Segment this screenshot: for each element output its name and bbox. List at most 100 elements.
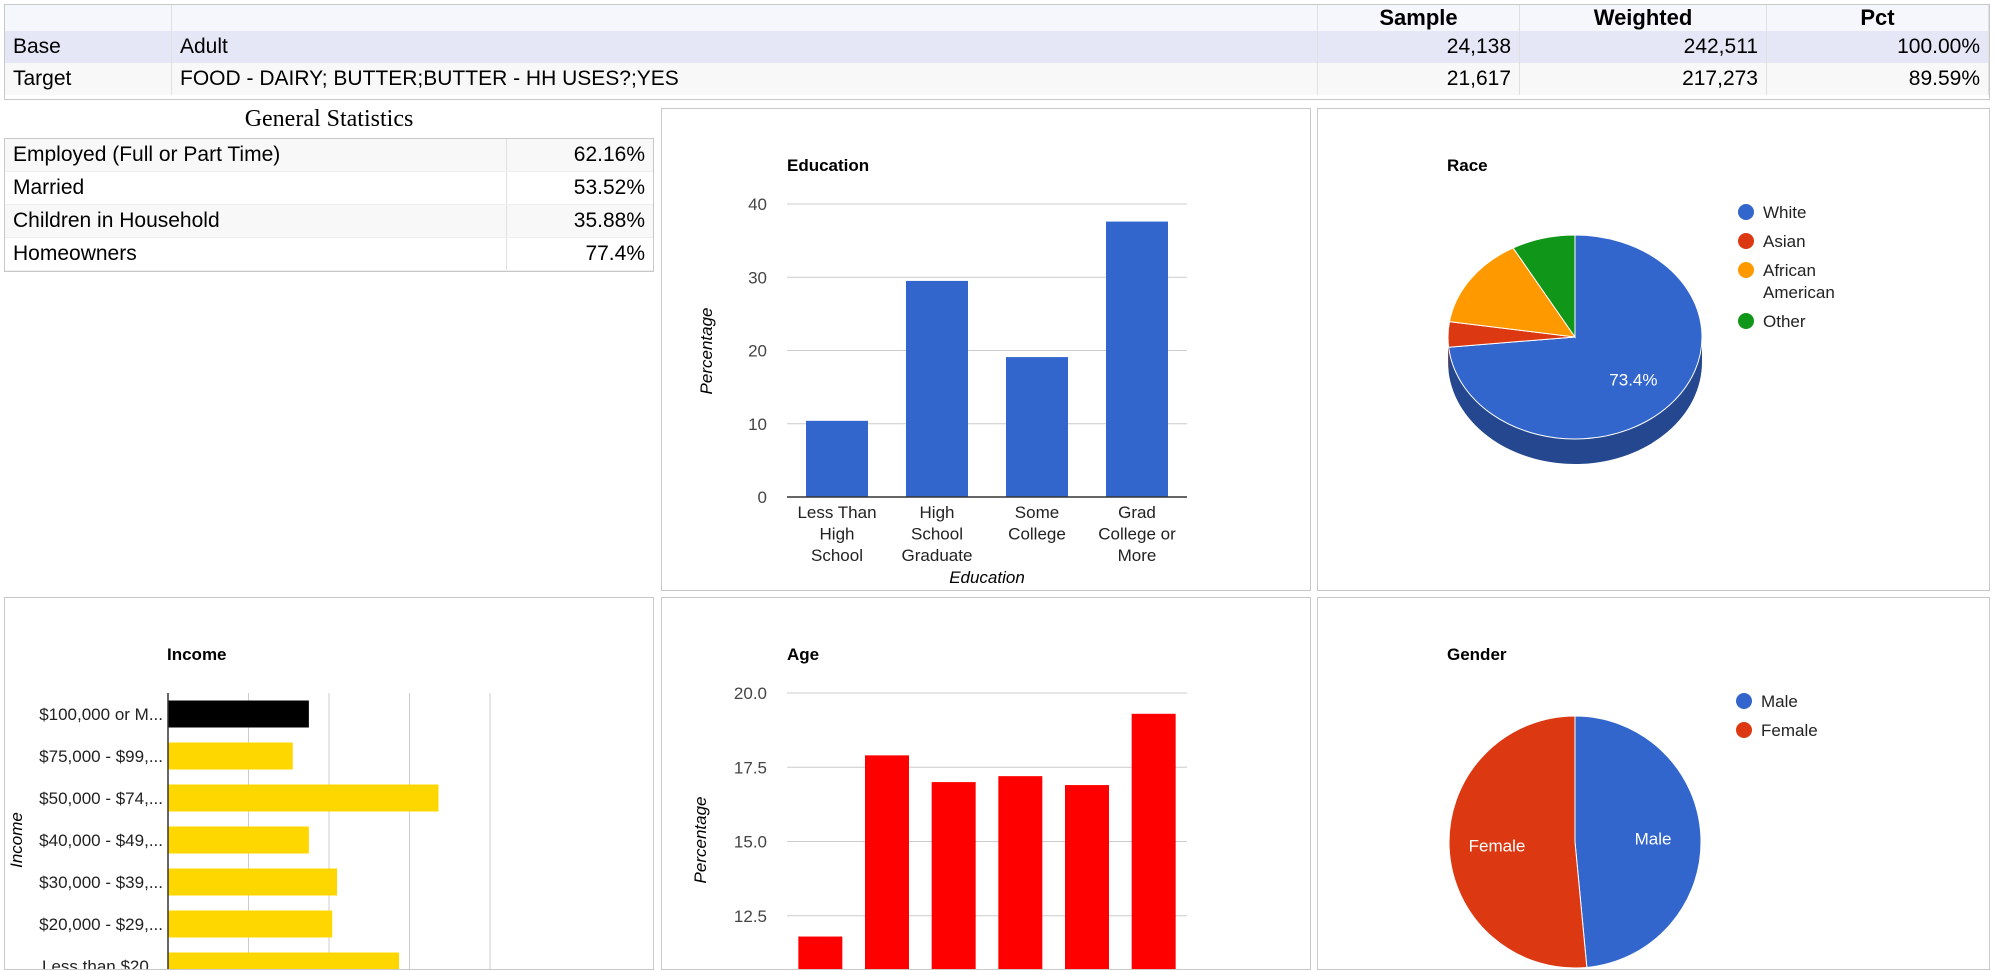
row-label: Target bbox=[5, 63, 172, 95]
x-tick-label: High bbox=[920, 503, 955, 522]
y-tick-label: 20 bbox=[748, 342, 767, 361]
legend-label: Asian bbox=[1763, 232, 1806, 251]
y-tick-label: 15.0 bbox=[734, 833, 767, 852]
chart-title: Age bbox=[787, 645, 819, 664]
bar bbox=[168, 742, 293, 770]
legend-marker bbox=[1738, 313, 1754, 329]
table-row: Target FOOD - DAIRY; BUTTER;BUTTER - HH … bbox=[5, 63, 1989, 95]
y-tick-label: Less than $20... bbox=[42, 957, 163, 970]
summary-table: Sample Weighted Pct Base Adult 24,138 24… bbox=[4, 4, 1990, 100]
header-desc bbox=[171, 5, 1318, 31]
y-tick-label: 20.0 bbox=[734, 684, 767, 703]
y-tick-label: 40 bbox=[748, 195, 767, 214]
y-tick-label: $50,000 - $74,... bbox=[39, 789, 163, 808]
header-weighted: Weighted bbox=[1519, 5, 1767, 31]
bar bbox=[168, 868, 338, 896]
legend-label: Female bbox=[1761, 721, 1818, 740]
y-tick-label: $20,000 - $29,... bbox=[39, 915, 163, 934]
table-row: Children in Household 35.88% bbox=[5, 204, 653, 238]
legend-marker bbox=[1738, 233, 1754, 249]
stat-label: Homeowners bbox=[5, 237, 507, 271]
legend-label: Male bbox=[1761, 692, 1798, 711]
header-pct: Pct bbox=[1766, 5, 1989, 31]
y-tick-label: 12.5 bbox=[734, 907, 767, 926]
row-sample: 24,138 bbox=[1317, 31, 1520, 63]
age-chart-panel: Age 12.5 15.0 17.5 20.0 Percentage bbox=[661, 597, 1311, 970]
y-axis-label: Income bbox=[7, 812, 26, 868]
bar bbox=[1065, 785, 1109, 969]
table-row: Employed (Full or Part Time) 62.16% bbox=[5, 139, 653, 172]
y-axis-label: Percentage bbox=[697, 308, 716, 395]
y-tick-label: 0 bbox=[758, 488, 767, 507]
chart-title: Gender bbox=[1447, 645, 1507, 664]
bar bbox=[1106, 221, 1168, 497]
pie-slice bbox=[1448, 247, 1577, 338]
y-tick-label: $30,000 - $39,... bbox=[39, 873, 163, 892]
legend-marker bbox=[1738, 262, 1754, 278]
x-tick-label: School bbox=[911, 525, 963, 544]
income-chart: Income $100,000 or M... $75,000 - $99,... $… bbox=[7, 645, 491, 970]
x-axis-label: Education bbox=[949, 568, 1025, 587]
stat-label: Married bbox=[5, 171, 507, 205]
income-chart-panel: Income $100,000 or M... $75,000 - $99,... $… bbox=[4, 597, 654, 970]
bar bbox=[906, 280, 968, 497]
stat-value: 35.88% bbox=[506, 204, 653, 238]
chart-title: Education bbox=[787, 156, 869, 175]
y-tick-label: $100,000 or M... bbox=[39, 705, 163, 724]
gender-chart: Gender Male Female Male Female bbox=[1447, 645, 1818, 969]
stat-label: Children in Household bbox=[5, 204, 507, 238]
bar bbox=[1006, 357, 1068, 497]
stat-value: 77.4% bbox=[506, 237, 653, 271]
age-chart: Age 12.5 15.0 17.5 20.0 Percentage bbox=[691, 645, 1187, 969]
row-weighted: 217,273 bbox=[1519, 63, 1767, 95]
y-axis-label: Percentage bbox=[691, 797, 710, 884]
header-sample: Sample bbox=[1317, 5, 1520, 31]
x-tick-label: College or bbox=[1098, 525, 1176, 544]
x-tick-label: More bbox=[1118, 546, 1157, 565]
y-tick-label: 30 bbox=[748, 268, 767, 287]
legend-label: White bbox=[1763, 203, 1806, 222]
stat-value: 53.52% bbox=[506, 171, 653, 205]
table-row: Married 53.52% bbox=[5, 171, 653, 205]
bar bbox=[168, 952, 400, 969]
bar bbox=[865, 755, 909, 969]
y-tick-label: $40,000 - $49,... bbox=[39, 831, 163, 850]
pie-slice bbox=[1574, 715, 1702, 968]
x-tick-label: Some bbox=[1015, 503, 1059, 522]
bar bbox=[931, 782, 976, 969]
education-chart: Education 0 10 20 30 40 Less Than High School Hig… bbox=[697, 156, 1187, 587]
row-weighted: 242,511 bbox=[1519, 31, 1767, 63]
pie-slice-side bbox=[1448, 337, 1702, 464]
chart-title: Race bbox=[1447, 156, 1488, 175]
legend-marker bbox=[1736, 693, 1752, 709]
y-tick-label: $75,000 - $99,... bbox=[39, 747, 163, 766]
legend-label: African bbox=[1763, 261, 1816, 280]
row-label: Base bbox=[5, 31, 172, 63]
race-chart: Race 73.4% White Asian African American Other bbox=[1447, 156, 1835, 464]
slice-label: Male bbox=[1635, 829, 1672, 848]
pie-slice bbox=[1512, 234, 1576, 339]
row-pct: 100.00% bbox=[1766, 31, 1989, 63]
x-tick-label: Less Than bbox=[797, 503, 876, 522]
stat-value: 62.16% bbox=[506, 139, 653, 172]
row-desc: FOOD - DAIRY; BUTTER;BUTTER - HH USES?;Y… bbox=[171, 63, 1318, 95]
row-desc: Adult bbox=[171, 31, 1318, 63]
slice-label: Female bbox=[1469, 837, 1526, 856]
legend-label: Other bbox=[1763, 312, 1806, 331]
y-tick-label: 17.5 bbox=[734, 758, 767, 777]
row-pct: 89.59% bbox=[1766, 63, 1989, 95]
slice-label: 73.4% bbox=[1609, 370, 1657, 389]
x-tick-label: College bbox=[1008, 525, 1066, 544]
bar bbox=[168, 700, 309, 728]
education-chart-panel: Education 0 10 20 30 40 Less Than High School Hig… bbox=[661, 108, 1311, 591]
bar bbox=[798, 936, 843, 969]
row-sample: 21,617 bbox=[1317, 63, 1520, 95]
legend-label: American bbox=[1763, 283, 1835, 302]
general-stats-table: Employed (Full or Part Time) 62.16% Marri… bbox=[4, 138, 654, 272]
chart-title: Income bbox=[167, 645, 227, 664]
bar bbox=[168, 784, 439, 812]
x-tick-label: Grad bbox=[1118, 503, 1156, 522]
y-tick-label: 10 bbox=[748, 415, 767, 434]
x-tick-label: Graduate bbox=[902, 546, 973, 565]
pie-slice bbox=[1448, 715, 1588, 969]
